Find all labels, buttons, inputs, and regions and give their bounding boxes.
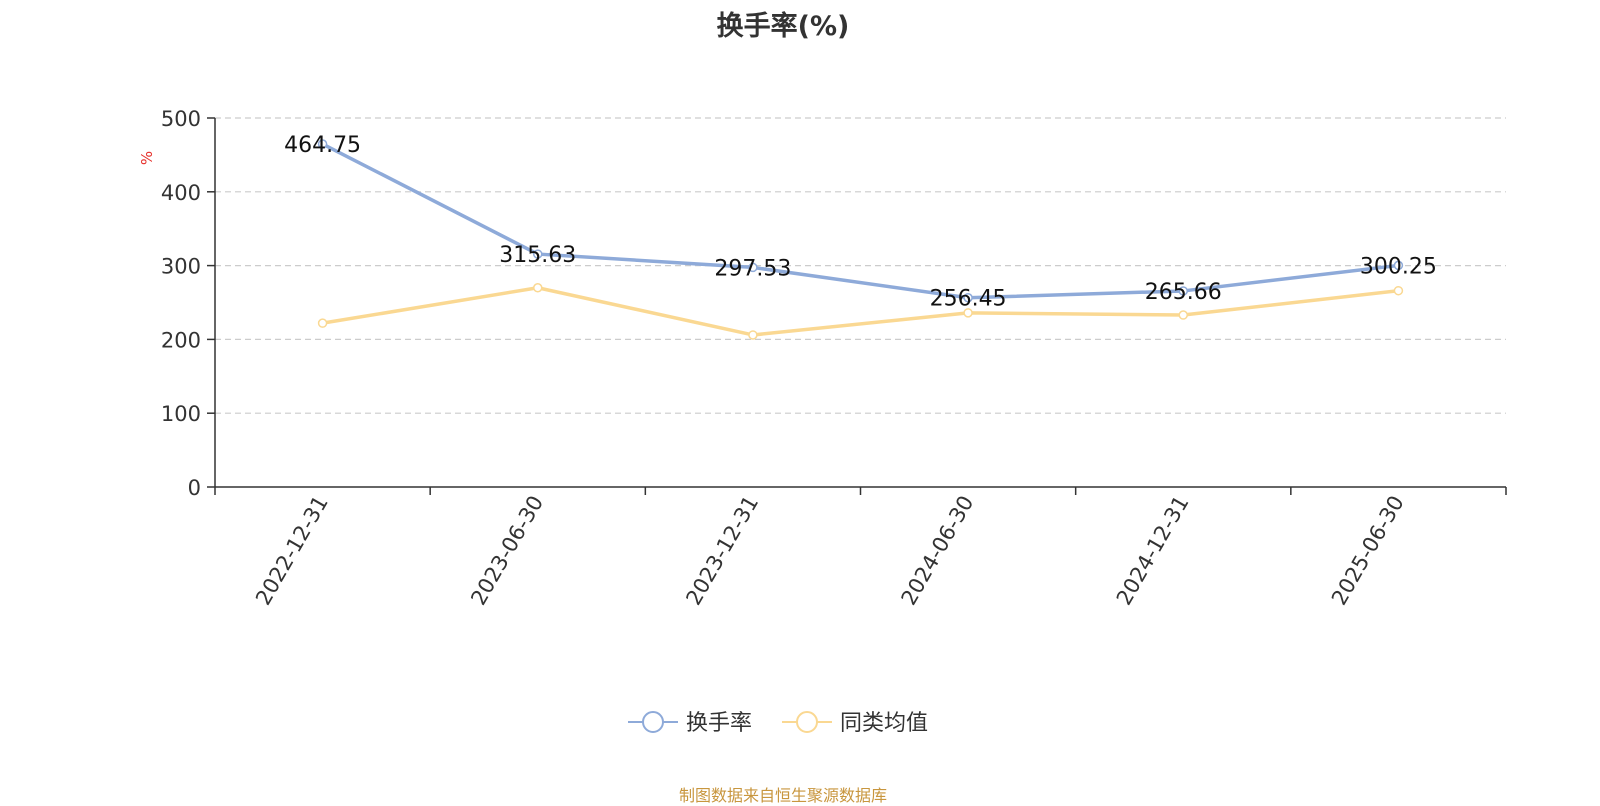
data-point <box>1393 285 1404 296</box>
series-line <box>321 142 1399 300</box>
data-label: 315.63 <box>499 243 576 268</box>
x-tick-label: 2024-06-30 <box>897 491 979 609</box>
source-note: 制图数据来自恒生聚源数据库 <box>678 786 887 805</box>
data-label: 256.45 <box>930 287 1007 312</box>
data-point <box>963 292 973 303</box>
line-chart: 0 100 200 300 400 500% 2022-12-31 2023-06-30 202… <box>138 107 1507 736</box>
data-point <box>963 308 973 318</box>
data-point <box>1178 310 1188 320</box>
y-axis-label: % <box>138 151 156 165</box>
x-tick-label: 2023-12-31 <box>681 492 763 610</box>
series-line <box>322 285 1399 337</box>
chart-title: 换手率(%) <box>716 11 850 42</box>
x-tick-label: 2023-06-30 <box>466 492 548 610</box>
x-tick-label: 2022-12-31 <box>251 492 333 610</box>
legend-label: 同类均值 <box>840 711 928 736</box>
y-tick-label: 200 <box>161 328 201 352</box>
data-point <box>317 318 328 328</box>
y-tick-label: 0 <box>188 476 201 500</box>
data-point <box>1393 260 1404 271</box>
y-tick-label: 400 <box>161 181 201 205</box>
data-point <box>317 139 328 149</box>
y-tick-label: 100 <box>161 402 201 426</box>
data-label: 265.66 <box>1145 280 1222 305</box>
x-tick-label: 2024-12-31 <box>1112 492 1194 610</box>
data-point <box>533 282 543 293</box>
data-label: 300.25 <box>1360 254 1437 279</box>
data-point <box>748 262 758 273</box>
legend-marker <box>796 711 818 733</box>
legend-marker <box>642 711 664 733</box>
data-label: 464.75 <box>284 133 361 158</box>
data-point <box>533 249 543 259</box>
data-point <box>1178 286 1188 296</box>
x-tick-label: 2025-06-30 <box>1327 492 1409 610</box>
data-point <box>748 330 758 340</box>
y-tick-label: 500 <box>161 107 201 131</box>
y-tick-label: 300 <box>161 255 201 279</box>
legend-label: 换手率 <box>686 711 752 736</box>
data-label: 297.53 <box>714 256 791 281</box>
